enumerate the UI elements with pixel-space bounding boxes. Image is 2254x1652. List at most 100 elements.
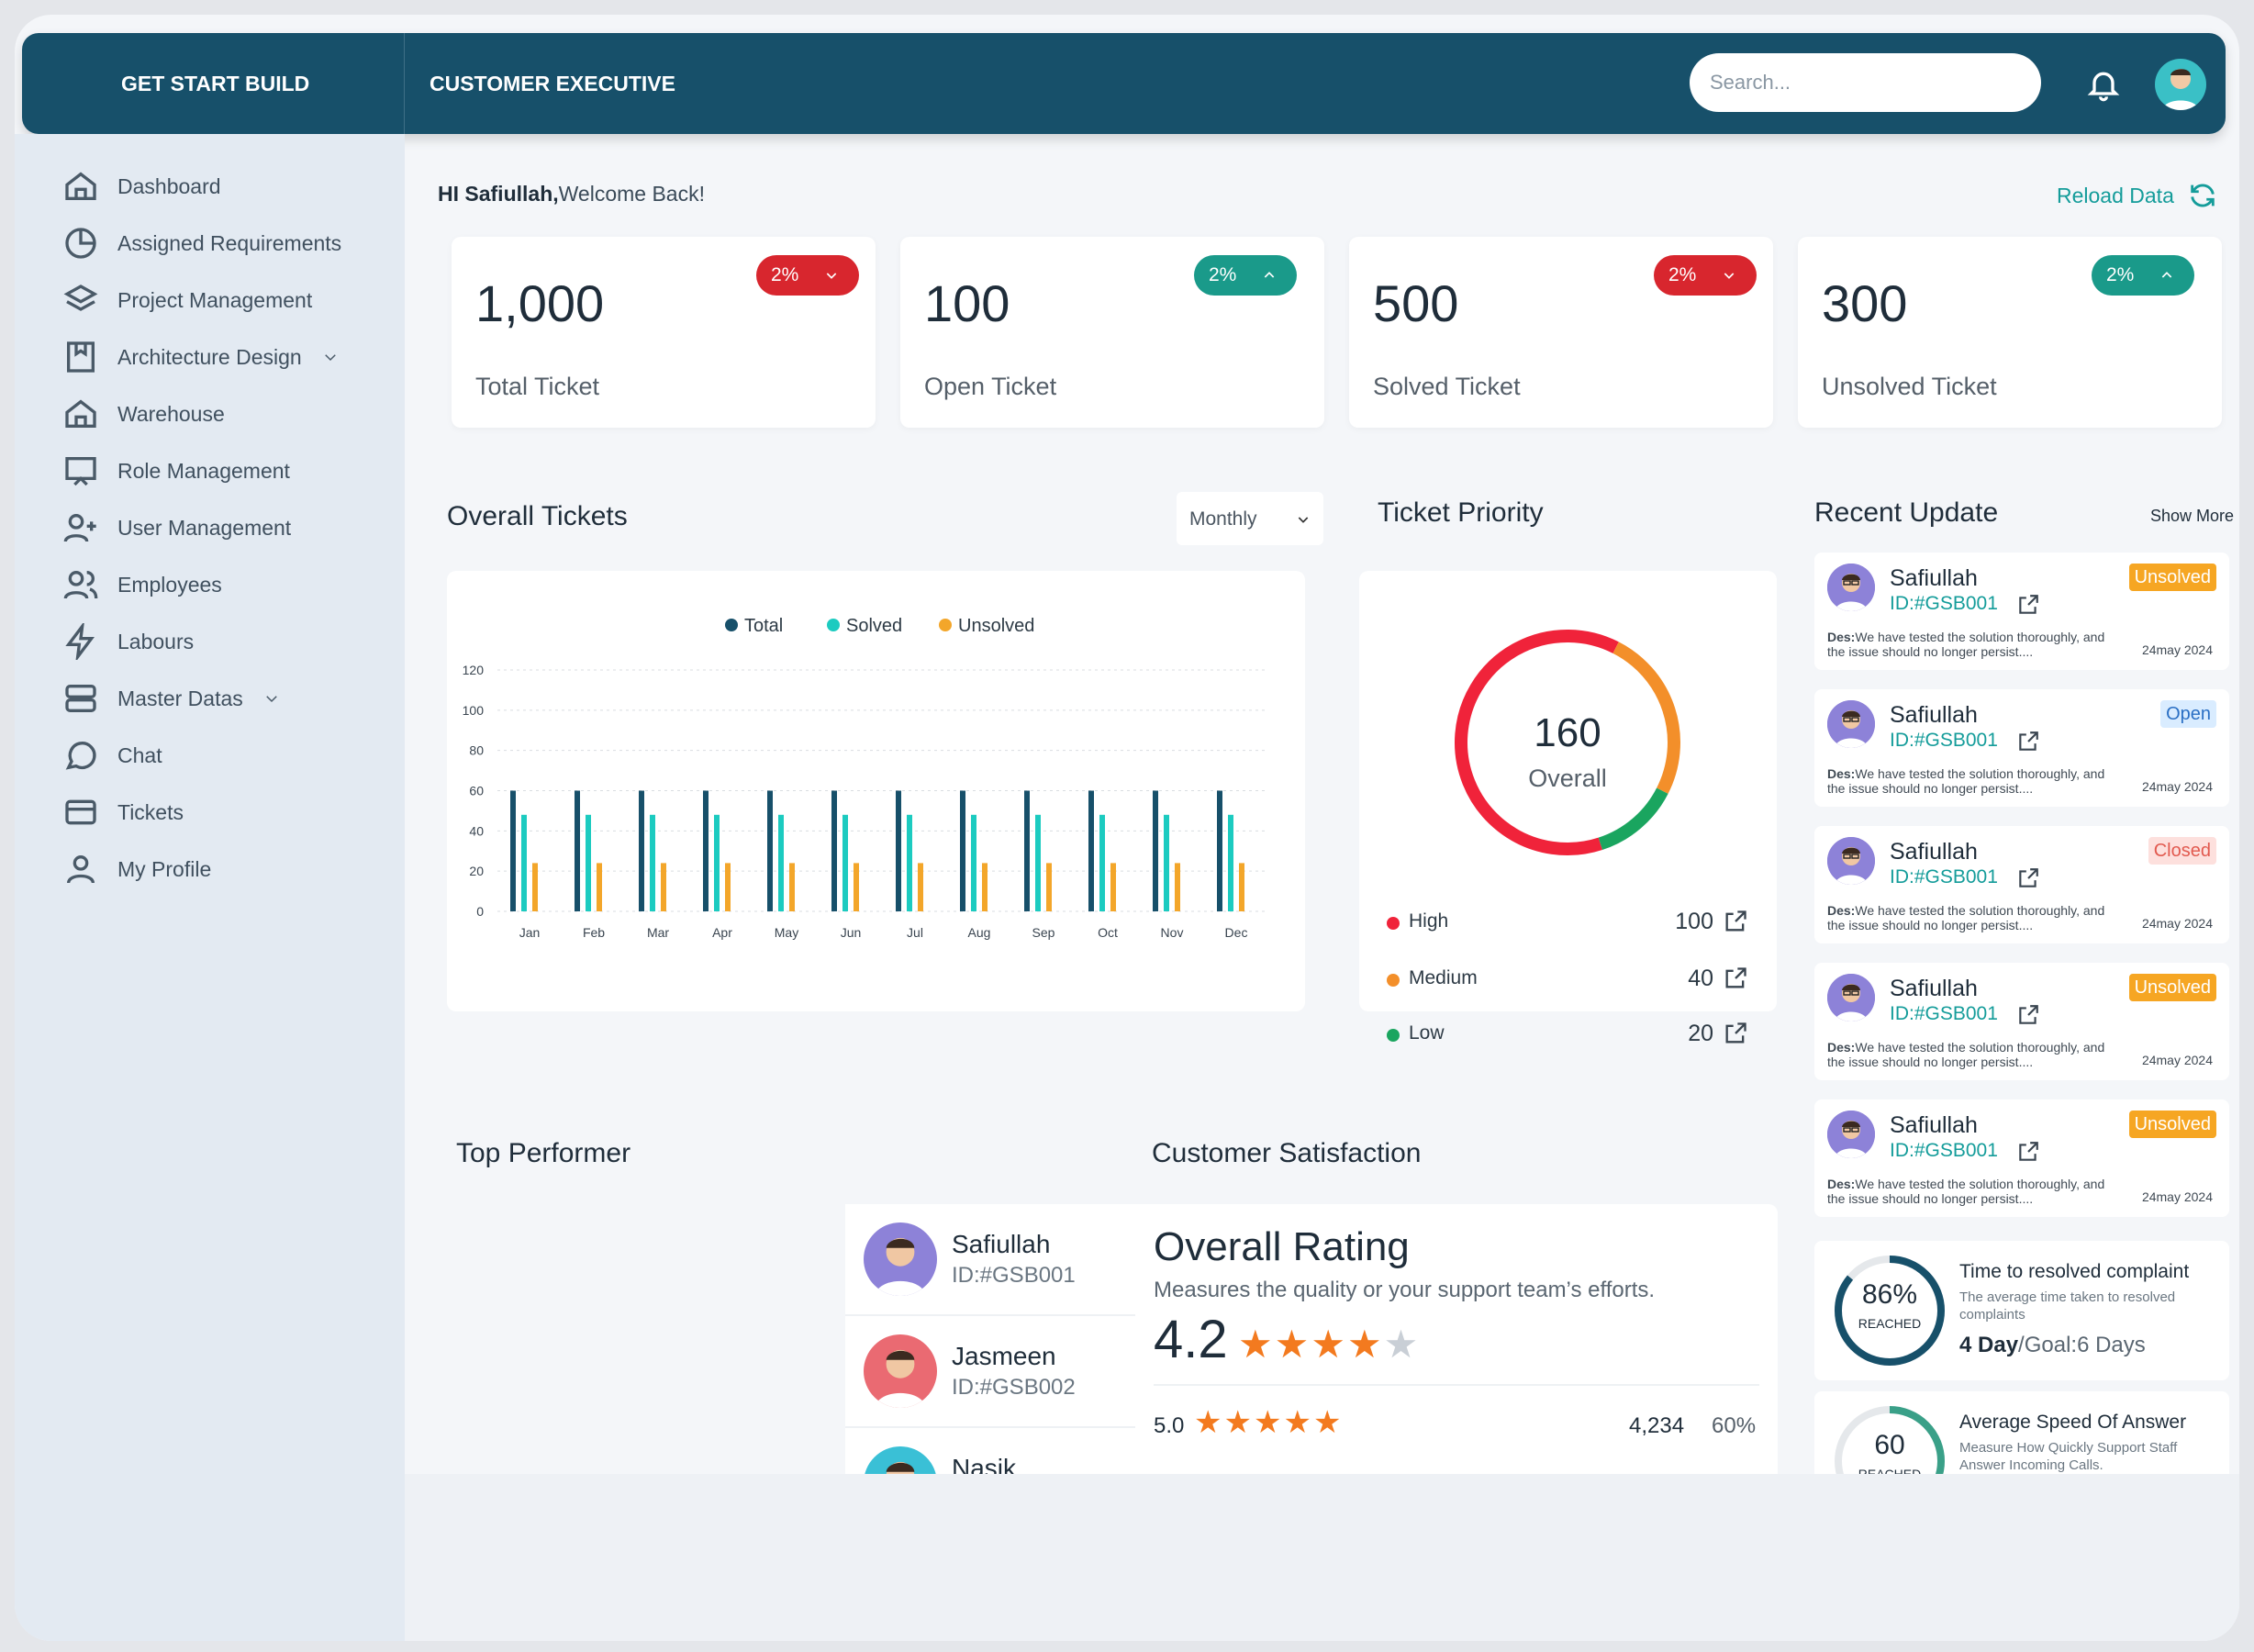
kpi-value: 86% bbox=[1861, 1279, 1918, 1310]
legend-label: Solved bbox=[846, 616, 902, 636]
period-select[interactable]: Monthly bbox=[1177, 492, 1323, 545]
sidebar-item-dashboard[interactable]: Dashboard bbox=[62, 163, 221, 209]
kpi-subtitle: The average time taken to resolved compl… bbox=[1959, 1289, 2176, 1323]
sidebar-item-master-datas[interactable]: Master Datas bbox=[62, 675, 280, 721]
y-tick-label: 0 bbox=[476, 904, 484, 919]
chevron-down-icon[interactable] bbox=[322, 349, 339, 365]
priority-label: High bbox=[1409, 910, 1449, 932]
refresh-icon bbox=[2191, 184, 2215, 207]
greeting-message: Welcome Back! bbox=[558, 182, 705, 206]
kpi-footer-value: 4 Day bbox=[1959, 1333, 2019, 1357]
legend-label: Unsolved bbox=[958, 616, 1034, 636]
priority-row-high: High 100 bbox=[1387, 909, 1754, 942]
recent-update-item[interactable]: Safiullah ID:#GSB001 Closed Des:We have tes… bbox=[1814, 826, 2229, 943]
external-link-icon[interactable] bbox=[1723, 966, 1748, 991]
bar-solved bbox=[1228, 814, 1233, 911]
recent-update-date: 24may 2024 bbox=[2141, 1189, 2213, 1204]
sidebar-item-label: User Management bbox=[117, 515, 292, 540]
sidebar-item-project-management[interactable]: Project Management bbox=[62, 277, 312, 323]
recent-update-item[interactable]: Safiullah ID:#GSB001 Unsolved Des:We have t… bbox=[1814, 1099, 2229, 1217]
trend-value: 2% bbox=[1668, 264, 1697, 285]
recent-update-item[interactable]: Safiullah ID:#GSB001 Open Des:We have teste… bbox=[1814, 689, 2229, 807]
sidebar-item-label: Chat bbox=[117, 742, 162, 767]
external-link-icon[interactable] bbox=[2016, 1003, 2040, 1027]
stat-card-unsolved-ticket[interactable]: 300 Unsolved Ticket 2% bbox=[1798, 237, 2222, 428]
sidebar-item-user-management[interactable]: User Management bbox=[62, 505, 291, 551]
recent-update-name: Safiullah bbox=[1890, 976, 1978, 1001]
sidebar-item-architecture-design[interactable]: Architecture Design bbox=[62, 334, 339, 380]
external-link-icon[interactable] bbox=[2016, 730, 2040, 753]
bar-unsolved bbox=[661, 863, 666, 911]
bar-total bbox=[960, 790, 965, 911]
recent-update-id: ID:#GSB001 bbox=[1890, 593, 1998, 614]
chevron-down-icon[interactable] bbox=[263, 690, 280, 707]
show-more-link[interactable]: Show More bbox=[2150, 507, 2235, 525]
stat-label: Unsolved Ticket bbox=[1822, 373, 1997, 400]
recent-update-item[interactable]: Safiullah ID:#GSB001 Unsolved Des:We have t… bbox=[1814, 963, 2229, 1080]
performer-id: ID:#GSB002 bbox=[952, 1375, 1076, 1400]
search-input[interactable] bbox=[1690, 53, 2041, 112]
reload-data-button[interactable]: Reload Data bbox=[2057, 180, 2218, 211]
external-link-icon[interactable] bbox=[1723, 1021, 1748, 1046]
avatar bbox=[1827, 564, 1875, 611]
recent-update-name: Safiullah bbox=[1890, 565, 1978, 591]
sidebar-item-labours[interactable]: Labours bbox=[62, 619, 194, 664]
star-icon: ★ bbox=[1312, 1405, 1344, 1440]
recent-update-item[interactable]: Safiullah ID:#GSB001 Unsolved Des:We have t… bbox=[1814, 553, 2229, 670]
stat-card-solved-ticket[interactable]: 500 Solved Ticket 2% bbox=[1349, 237, 1773, 428]
y-tick-label: 40 bbox=[469, 823, 484, 838]
sidebar-item-tickets[interactable]: Tickets bbox=[62, 789, 184, 835]
sidebar-item-warehouse[interactable]: Warehouse bbox=[62, 391, 225, 437]
stat-label: Open Ticket bbox=[924, 373, 1057, 400]
sidebar-item-label: Employees bbox=[117, 572, 222, 597]
stat-label: Solved Ticket bbox=[1373, 373, 1521, 400]
y-tick-label: 20 bbox=[469, 864, 484, 878]
y-tick-label: 120 bbox=[463, 663, 485, 677]
stat-value: 100 bbox=[924, 274, 1010, 332]
rating-row: 5.0 ★★★★★ 4,234 60% bbox=[1154, 1402, 1759, 1448]
bar-total bbox=[1088, 790, 1094, 911]
avatar[interactable] bbox=[2155, 59, 2206, 110]
kpi-reached: REACHED bbox=[1858, 1316, 1922, 1331]
brand-logo[interactable]: GET START BUILD bbox=[22, 33, 405, 134]
reload-label: Reload Data bbox=[2057, 183, 2174, 207]
kpi-card[interactable]: 86% REACHED Time to resolved complaint The … bbox=[1814, 1241, 2229, 1380]
home-icon bbox=[65, 172, 96, 200]
bar-total bbox=[510, 790, 516, 911]
trend-badge: 2% bbox=[1194, 255, 1297, 296]
overall-rating-subheading: Measures the quality or your support tea… bbox=[1154, 1278, 1656, 1302]
donut-slice-medium bbox=[1612, 642, 1680, 794]
external-link-icon[interactable] bbox=[2016, 866, 2040, 890]
sidebar-item-employees[interactable]: Employees bbox=[62, 562, 222, 608]
chevron-down-icon bbox=[1298, 517, 1309, 523]
x-tick-label: May bbox=[775, 925, 798, 940]
sidebar-item-chat[interactable]: Chat bbox=[62, 732, 162, 778]
bar-total bbox=[703, 790, 709, 911]
status-badge: Closed bbox=[2148, 837, 2216, 865]
page-title: CUSTOMER EXECUTIVE bbox=[430, 72, 675, 95]
recent-update-date: 24may 2024 bbox=[2141, 916, 2213, 931]
external-link-icon[interactable] bbox=[1723, 909, 1748, 934]
monitor-icon bbox=[65, 457, 96, 486]
x-tick-label: Dec bbox=[1225, 925, 1248, 940]
avatar bbox=[1827, 974, 1875, 1021]
external-link-icon[interactable] bbox=[2016, 593, 2040, 617]
user-icon bbox=[67, 855, 95, 884]
stat-value: 500 bbox=[1373, 274, 1459, 332]
period-value: Monthly bbox=[1189, 508, 1257, 530]
sidebar-item-assigned-requirements[interactable]: Assigned Requirements bbox=[62, 220, 341, 266]
sidebar-item-my-profile[interactable]: My Profile bbox=[62, 846, 211, 892]
external-link-icon[interactable] bbox=[2016, 1140, 2040, 1164]
top-performer-title: Top Performer bbox=[456, 1138, 631, 1168]
sidebar-item-role-management[interactable]: Role Management bbox=[62, 448, 290, 494]
priority-value: 40 bbox=[1688, 966, 1713, 991]
bell-icon[interactable] bbox=[2085, 66, 2122, 103]
star-icon: ★ bbox=[1283, 1405, 1313, 1440]
chevron-down-icon bbox=[1724, 273, 1735, 279]
legend-marker bbox=[725, 619, 738, 631]
greeting-name: HI Safiullah, bbox=[438, 182, 559, 206]
bar-solved bbox=[778, 814, 784, 911]
recent-update-name: Safiullah bbox=[1890, 702, 1978, 728]
stat-card-open-ticket[interactable]: 100 Open Ticket 2% bbox=[900, 237, 1324, 428]
stat-card-total-ticket[interactable]: 1,000 Total Ticket 2% bbox=[452, 237, 876, 428]
